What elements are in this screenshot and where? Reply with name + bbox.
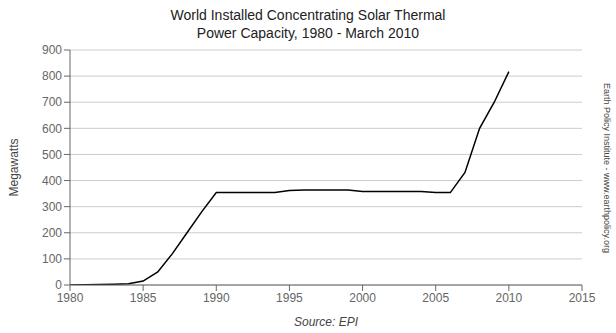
- html-text:Power Capacity, 1980 - March 2: Power Capacity, 1980 - March 2010: [196, 25, 420, 41]
- svg-text:500: 500: [42, 148, 62, 162]
- svg-text:200: 200: [42, 226, 62, 240]
- svg-text:600: 600: [42, 122, 62, 136]
- svg-text:2000: 2000: [349, 291, 376, 305]
- svg-text:100: 100: [42, 252, 62, 266]
- svg-text:900: 900: [42, 43, 62, 57]
- svg-text:2015: 2015: [569, 291, 596, 305]
- html-text:Source: EPI: Source: EPI: [294, 315, 358, 329]
- svg-text:1995: 1995: [276, 291, 303, 305]
- svg-text:1990: 1990: [203, 291, 230, 305]
- html-text:Earth Policy Institute - www.e: Earth Policy Institute - www.earthpolicy…: [602, 82, 612, 253]
- svg-text:2010: 2010: [496, 291, 523, 305]
- html-text:World Installed Concentrating: World Installed Concentrating Solar Ther…: [170, 7, 446, 23]
- svg-text:0: 0: [55, 278, 62, 292]
- svg-text:1980: 1980: [57, 291, 84, 305]
- svg-text:2005: 2005: [422, 291, 449, 305]
- svg-text:700: 700: [42, 95, 62, 109]
- svg-text:300: 300: [42, 200, 62, 214]
- svg-text:Megawatts: Megawatts: [8, 138, 21, 196]
- svg-text:1985: 1985: [130, 291, 157, 305]
- svg-text:800: 800: [42, 69, 62, 83]
- svg-text:400: 400: [42, 174, 62, 188]
